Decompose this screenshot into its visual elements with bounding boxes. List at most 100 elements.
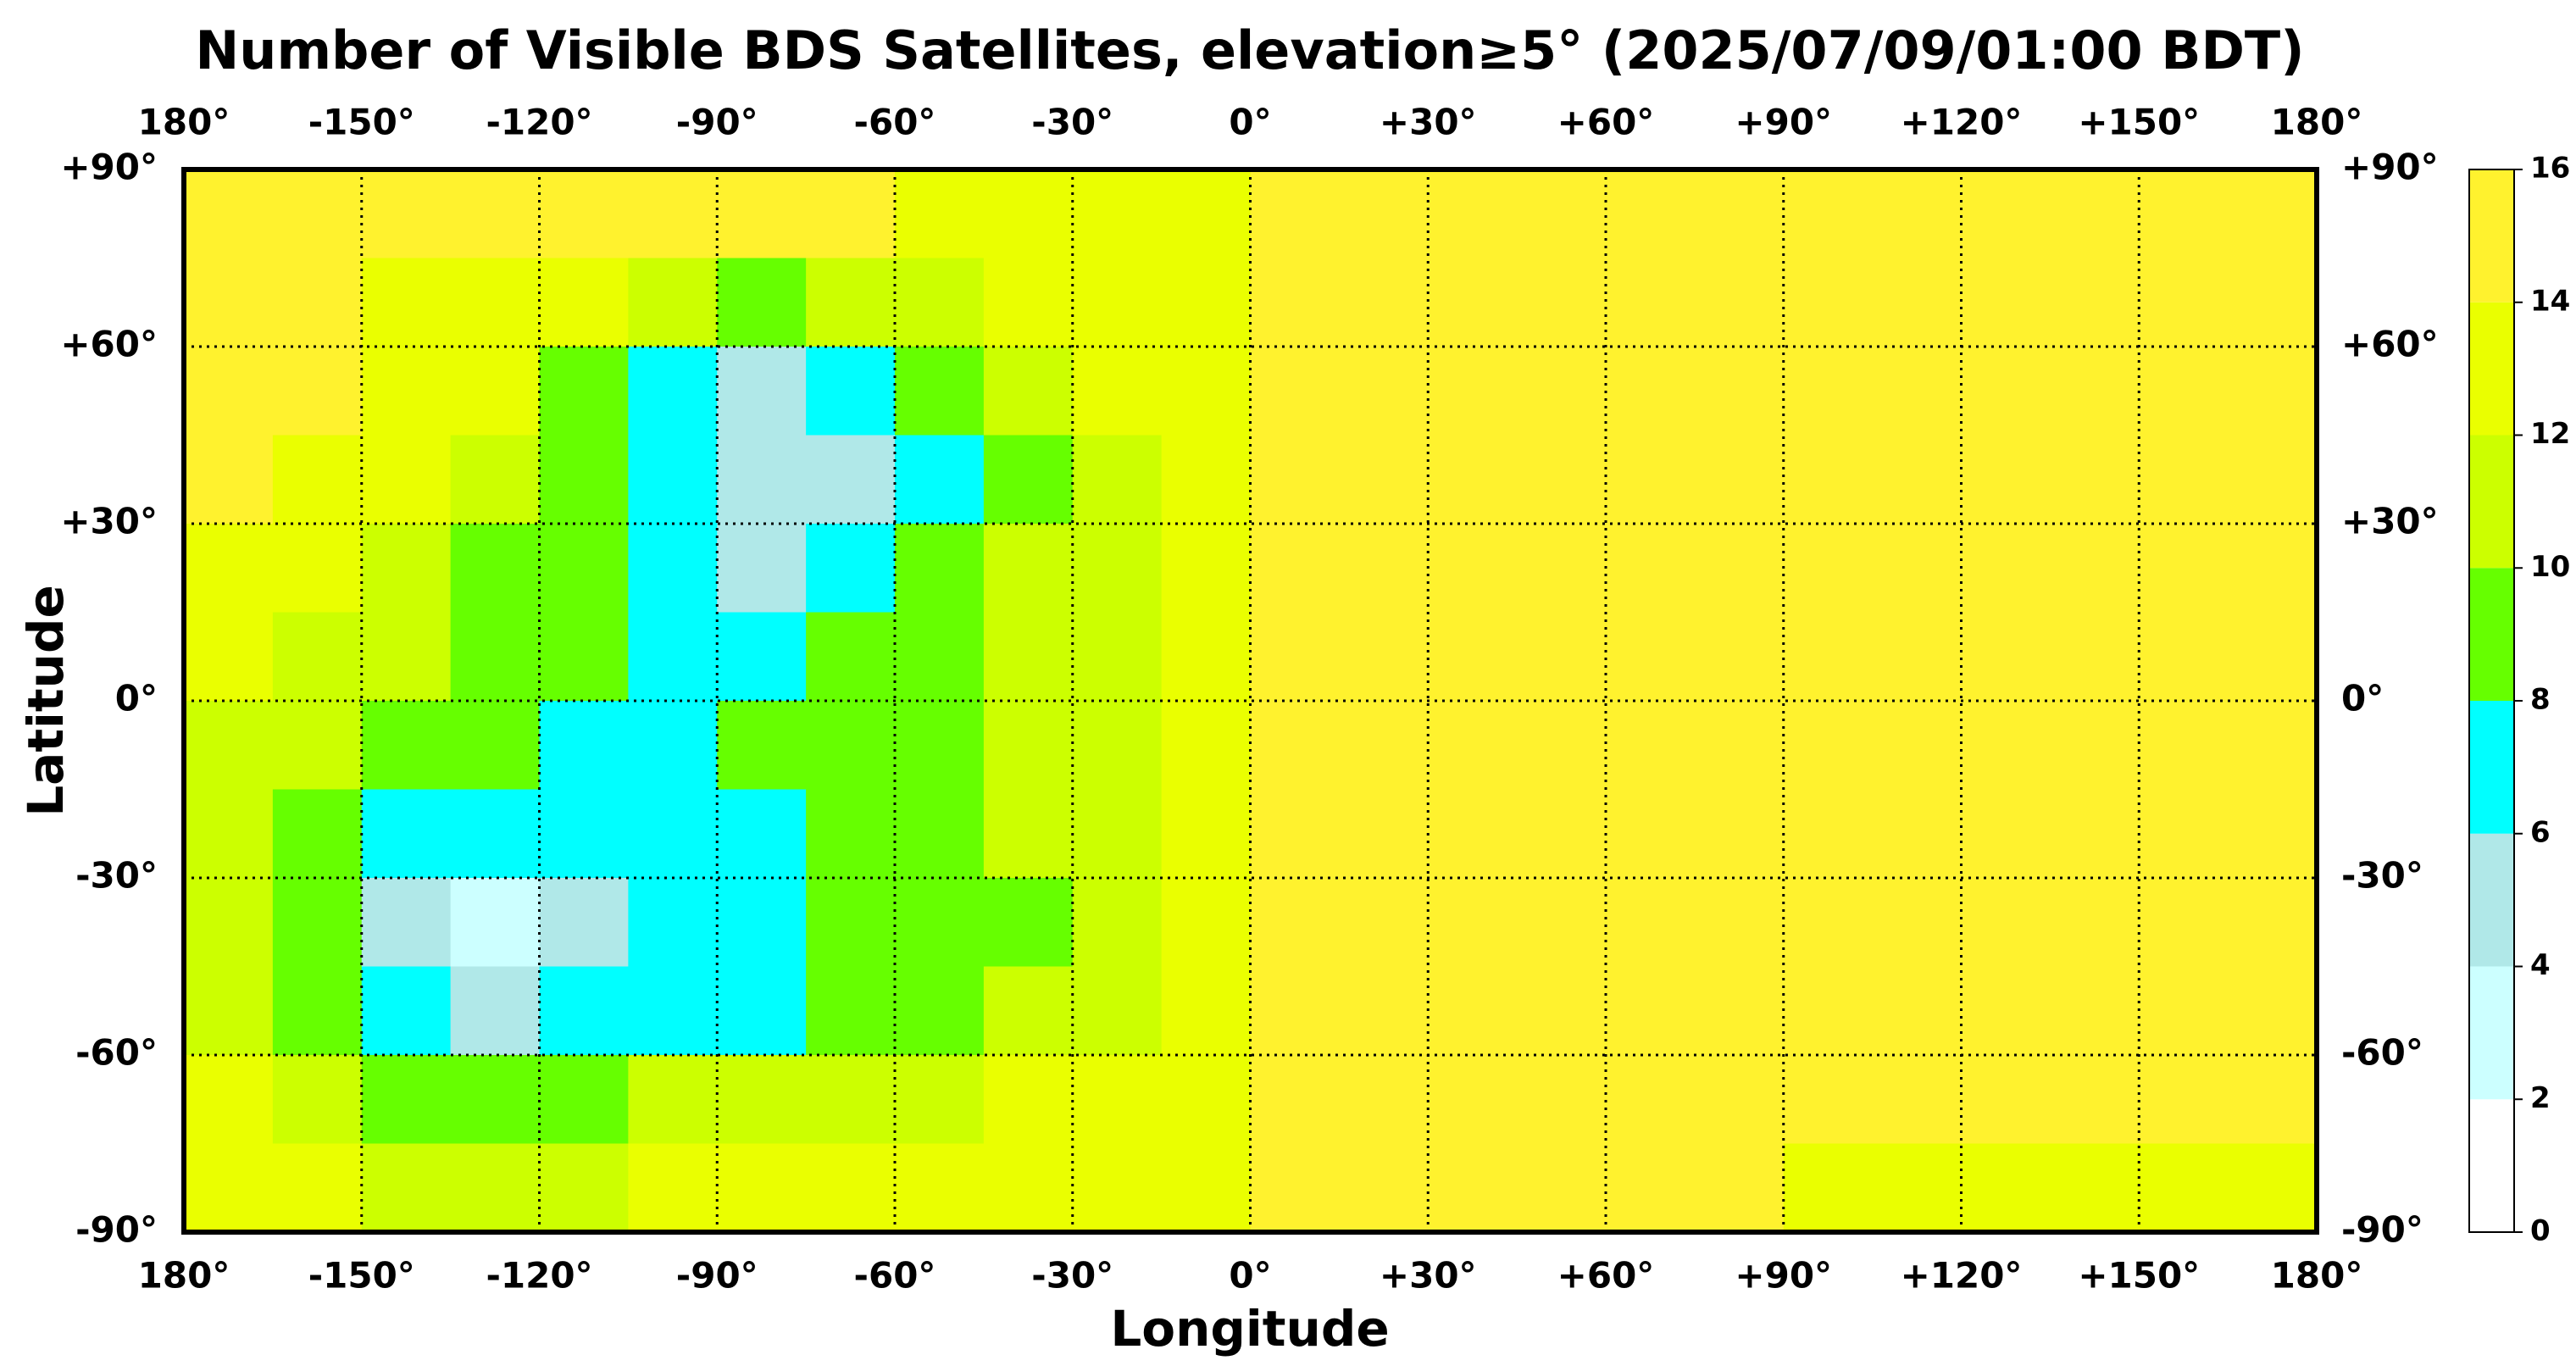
cell: [1339, 701, 1429, 790]
cell: [361, 524, 452, 613]
cell: [717, 169, 807, 258]
cell: [983, 169, 1074, 258]
cell: [184, 524, 274, 613]
cell: [717, 258, 807, 347]
cell: [1517, 1055, 1607, 1144]
cell: [1606, 966, 1696, 1056]
colorbar-segment: [2469, 568, 2514, 701]
cell: [717, 1143, 807, 1233]
cell: [272, 966, 363, 1056]
colorbar-segment: [2469, 302, 2514, 436]
cell: [2139, 1143, 2229, 1233]
cell: [361, 169, 452, 258]
cell: [1517, 258, 1607, 347]
cell: [2228, 966, 2318, 1056]
cell: [2139, 1055, 2229, 1144]
colorbar-segment: [2469, 1099, 2514, 1232]
cell: [983, 435, 1074, 525]
cell: [184, 878, 274, 967]
cell: [450, 789, 540, 879]
cell: [1961, 1143, 2051, 1233]
cell: [1072, 612, 1163, 702]
cell: [2050, 347, 2140, 436]
cell: [1783, 1055, 1874, 1144]
cell: [1250, 612, 1340, 702]
cell: [1161, 612, 1251, 702]
cell: [983, 878, 1074, 967]
cell: [2050, 435, 2140, 525]
cell: [1694, 789, 1785, 879]
cell: [717, 789, 807, 879]
cell: [1872, 258, 1962, 347]
cell: [539, 524, 629, 613]
cell: [1694, 524, 1785, 613]
y-tick-label-right: +90°: [2341, 147, 2439, 188]
cell: [1161, 1055, 1251, 1144]
cell: [983, 347, 1074, 436]
cell: [1428, 524, 1518, 613]
cell: [806, 701, 896, 790]
cell: [1517, 612, 1607, 702]
colorbar-segment: [2469, 966, 2514, 1100]
cell: [1961, 435, 2051, 525]
cell: [2139, 435, 2229, 525]
cell: [895, 1143, 985, 1233]
cell: [806, 878, 896, 967]
cell: [1694, 1055, 1785, 1144]
cell: [806, 1055, 896, 1144]
y-tick-label: +60°: [60, 324, 158, 365]
cell: [361, 612, 452, 702]
cell: [895, 347, 985, 436]
cell: [2228, 1143, 2318, 1233]
cell: [2139, 258, 2229, 347]
cell: [1161, 701, 1251, 790]
cell: [717, 435, 807, 525]
cell: [628, 258, 718, 347]
cell: [2050, 258, 2140, 347]
cell: [184, 1055, 274, 1144]
cell: [1072, 878, 1163, 967]
cell: [1517, 701, 1607, 790]
cell: [1517, 435, 1607, 525]
cell: [1339, 258, 1429, 347]
cell: [983, 612, 1074, 702]
x-tick-label-top: -60°: [854, 102, 936, 143]
cell: [361, 1143, 452, 1233]
cell: [1606, 347, 1696, 436]
y-tick-label: -30°: [75, 855, 158, 897]
cell: [628, 701, 718, 790]
cell: [539, 169, 629, 258]
cell: [272, 169, 363, 258]
cell: [184, 966, 274, 1056]
cell: [539, 701, 629, 790]
x-tick-label: -150°: [308, 1255, 415, 1297]
cell: [1694, 258, 1785, 347]
cell: [1783, 258, 1874, 347]
cell: [1694, 966, 1785, 1056]
cell: [2050, 612, 2140, 702]
cell: [539, 1055, 629, 1144]
cell: [361, 966, 452, 1056]
cell: [2050, 966, 2140, 1056]
cell: [2228, 258, 2318, 347]
cell: [1250, 1143, 1340, 1233]
cell: [806, 258, 896, 347]
cell: [2228, 435, 2318, 525]
cell: [2228, 789, 2318, 879]
cell: [1694, 878, 1785, 967]
cell: [272, 878, 363, 967]
cell: [2228, 347, 2318, 436]
cell: [1428, 966, 1518, 1056]
cell: [1517, 878, 1607, 967]
cell: [717, 347, 807, 436]
cell: [2050, 878, 2140, 967]
cell: [184, 1143, 274, 1233]
cell: [539, 435, 629, 525]
x-tick-label-top: -150°: [308, 102, 415, 143]
cell: [1783, 701, 1874, 790]
cell: [450, 1055, 540, 1144]
cell: [1872, 169, 1962, 258]
cell: [1872, 1143, 1962, 1233]
x-tick-label: -90°: [676, 1255, 758, 1297]
